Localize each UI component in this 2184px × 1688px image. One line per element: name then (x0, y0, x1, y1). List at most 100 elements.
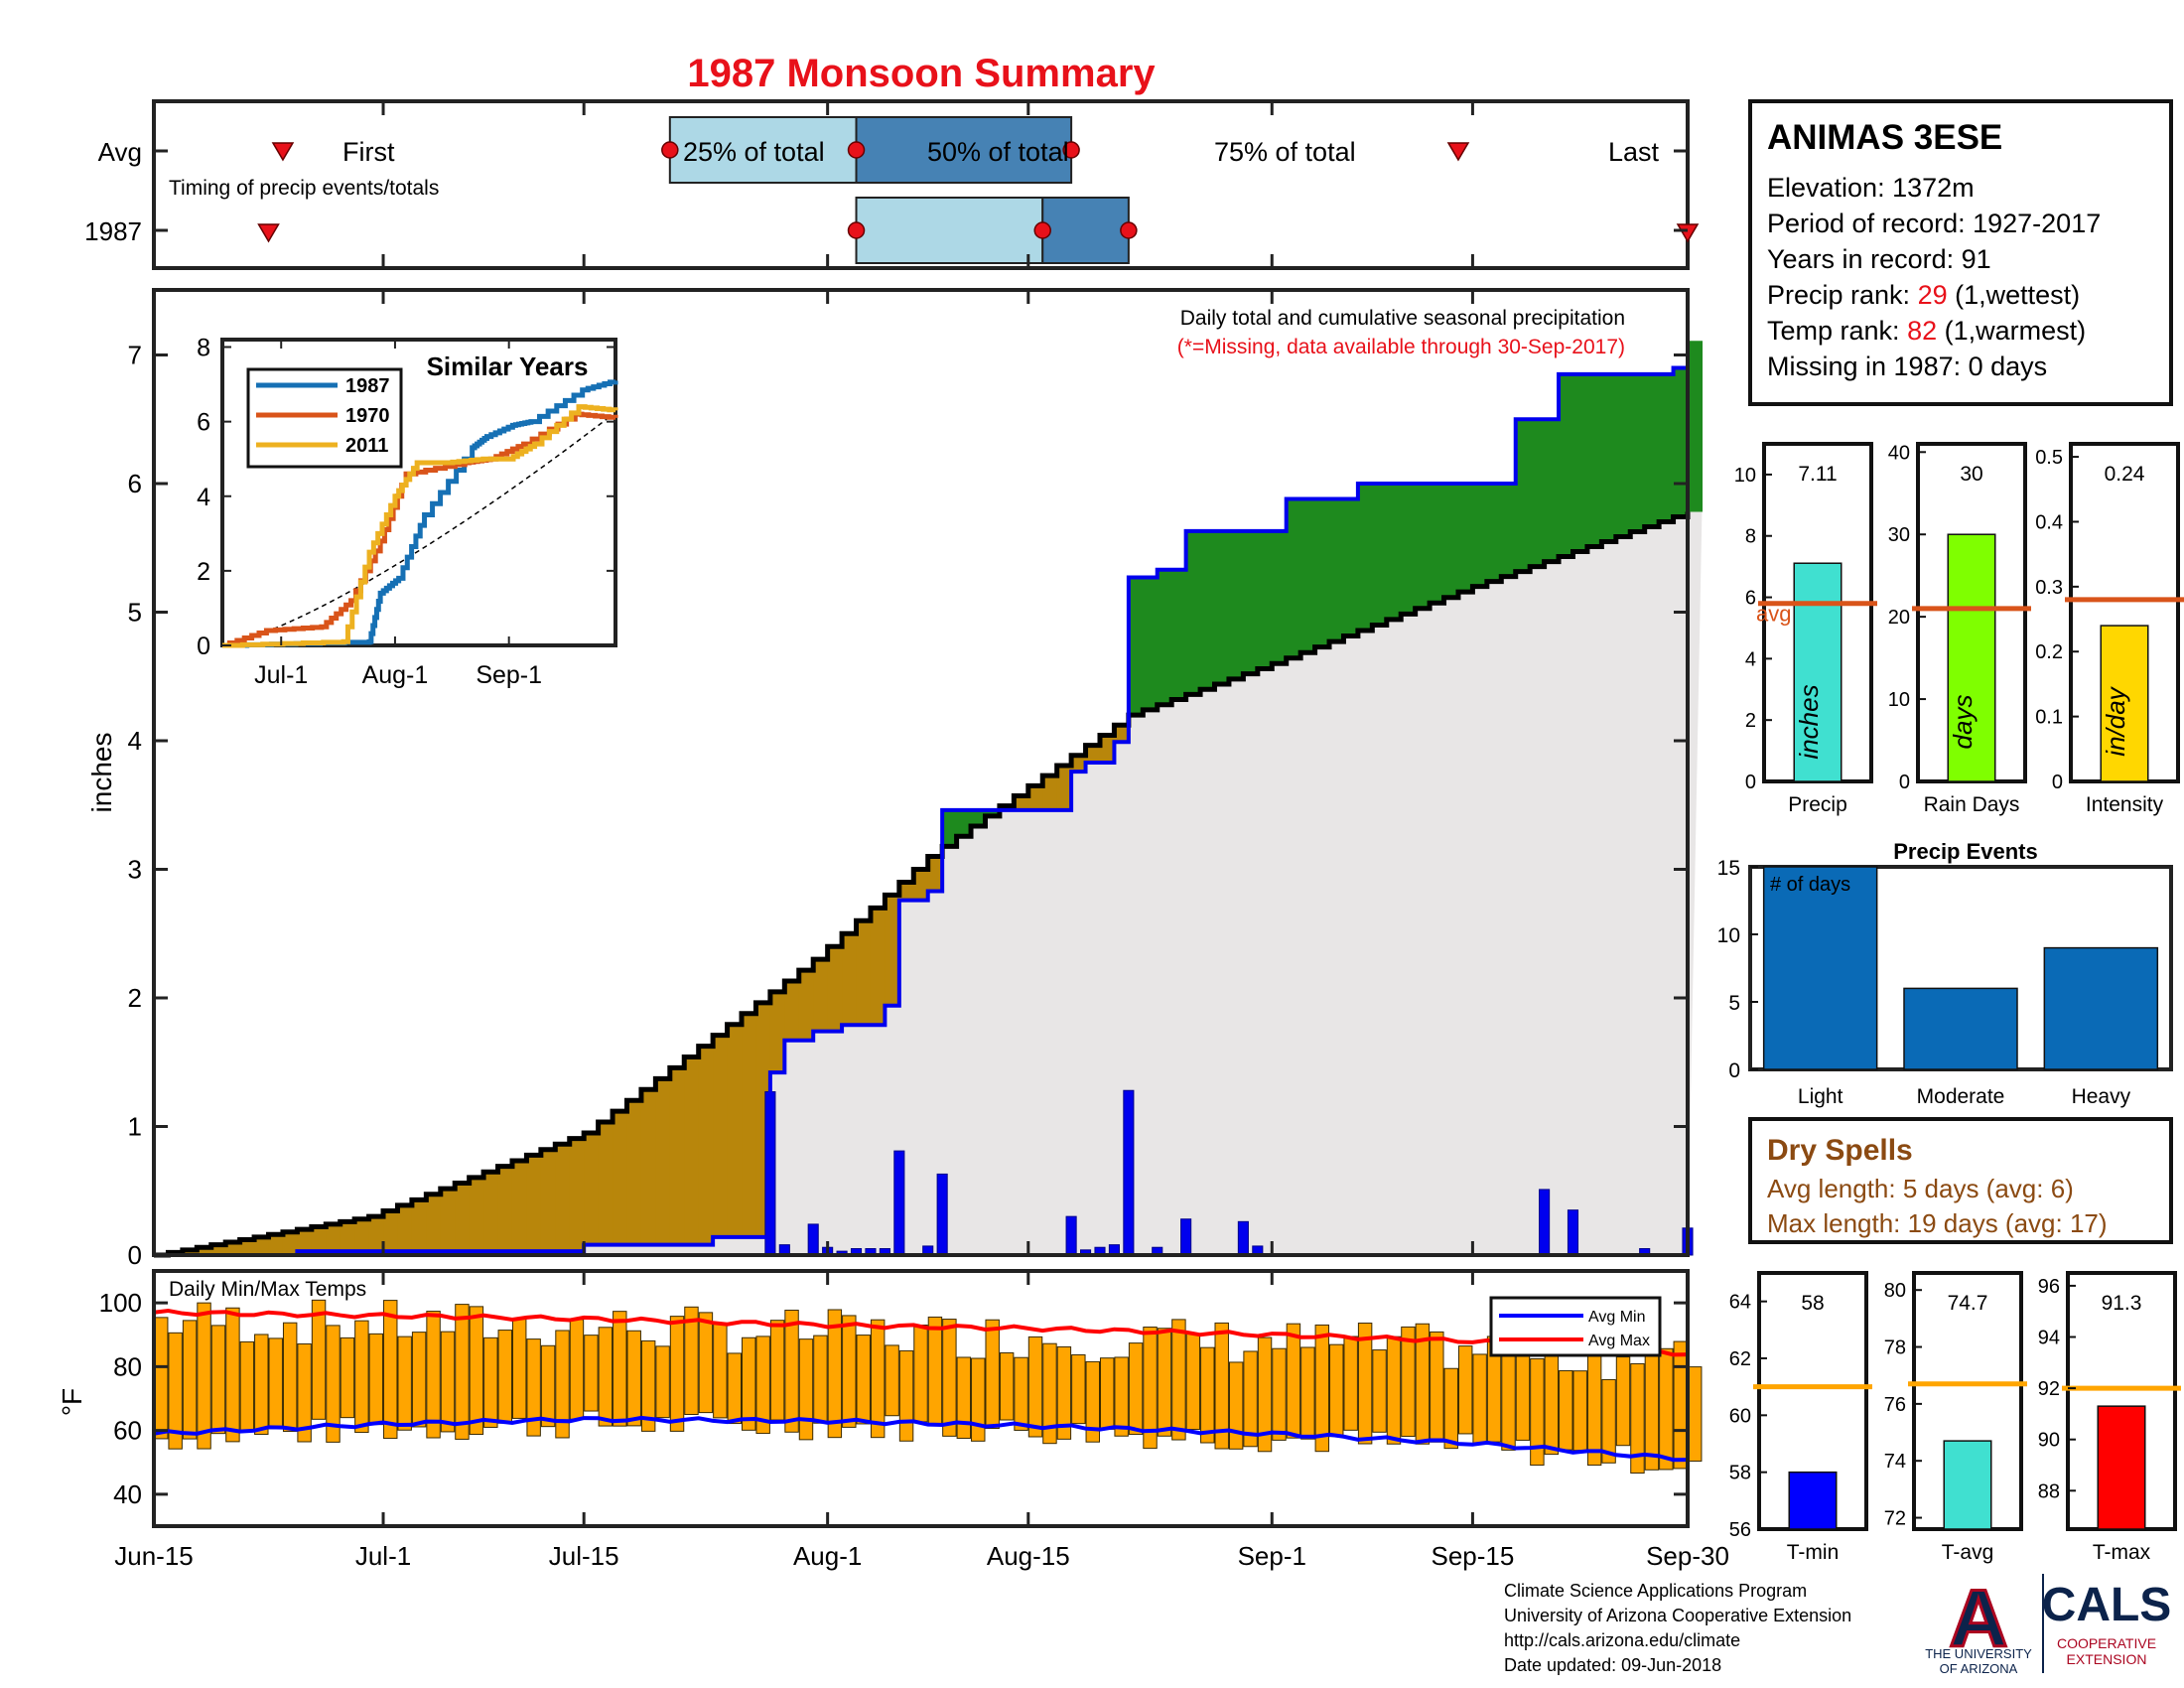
daily-temp-bars (154, 1299, 1703, 1475)
daily-temp-bar (613, 1311, 627, 1427)
precip-rank: Precip rank: 29 (1,wettest) (1767, 280, 2080, 310)
events-tick-label: 10 (1717, 924, 1740, 947)
ua-line-2: OF ARIZONA (1940, 1661, 2018, 1676)
summary-tick-label: 0.4 (2035, 511, 2063, 533)
daily-temp-bar (182, 1320, 198, 1440)
below-avg-area (555, 1144, 571, 1252)
inset-series-2011 (222, 404, 618, 648)
below-avg-area (727, 1024, 743, 1237)
precip-rank-suffix: (1,wettest) (1948, 280, 2081, 310)
above-avg-area (1314, 498, 1330, 647)
below-avg-area (669, 1067, 685, 1245)
summary-value: 0.24 (2105, 463, 2145, 486)
below-avg-area (340, 1221, 355, 1252)
above-avg-area (1530, 419, 1546, 567)
daily-temp-bar (1071, 1353, 1086, 1425)
above-avg-area (985, 809, 1001, 816)
below-avg-area (613, 1111, 628, 1245)
below-avg-area (326, 1223, 341, 1252)
daily-temp-bar (956, 1356, 972, 1439)
avg-first-marker (271, 142, 295, 162)
summary-tick-label: 0 (1745, 772, 1756, 793)
inset-y-tick-label: 4 (197, 484, 210, 511)
daily-temp-bar (1530, 1357, 1545, 1467)
daily-temp-bar (1114, 1356, 1129, 1437)
inset-legend-label: 2011 (345, 435, 388, 457)
x-tick-label: Jun-15 (114, 1541, 194, 1571)
below-avg-area (742, 1013, 757, 1237)
below-avg-area (1099, 735, 1116, 764)
above-avg-area (1243, 530, 1259, 674)
events-content: Light Moderate Heavy 0 5 10 15 (1717, 857, 2159, 1108)
first-label: First (342, 137, 395, 167)
above-avg-area (1214, 530, 1230, 685)
daily-temp-bar (1128, 1342, 1144, 1436)
daily-temp-bar (511, 1318, 527, 1419)
below-avg-area (856, 920, 872, 1026)
above-avg-area (1185, 530, 1201, 695)
below-avg-area (684, 1056, 700, 1245)
below-avg-area (898, 882, 914, 901)
below-avg-area (913, 869, 929, 901)
daily-precip-bar (936, 1173, 948, 1256)
above-avg-area (1343, 498, 1359, 636)
daily-temp-bar (1027, 1336, 1043, 1438)
below-cumulative-area (154, 511, 1703, 1255)
below-avg-area (784, 981, 800, 1041)
below-avg-area (354, 1218, 370, 1252)
below-avg-area (268, 1234, 284, 1255)
above-avg-area (1415, 484, 1431, 609)
summary-label: T-avg (1942, 1541, 1994, 1564)
above-avg-area (1401, 484, 1417, 615)
daily-temp-bar (1257, 1336, 1273, 1453)
year-cumulative-line (154, 341, 1690, 1257)
daily-temp-bar (1300, 1346, 1315, 1440)
inset-series-1987 (222, 379, 618, 648)
daily-temp-bar (168, 1332, 183, 1450)
x-tick-label: Aug-15 (987, 1541, 1070, 1571)
main-note-1: Daily total and cumulative seasonal prec… (1180, 307, 1625, 330)
below-avg-area (569, 1138, 585, 1252)
below-avg-area (440, 1189, 456, 1252)
below-avg-area (239, 1239, 255, 1255)
below-avg-area (584, 1132, 600, 1245)
daily-temp-bar (1157, 1328, 1172, 1437)
summary-bar (1947, 533, 1996, 782)
below-avg-area (598, 1122, 614, 1245)
daily-precip-bar (1180, 1218, 1192, 1256)
x-tick-label: Sep-1 (1238, 1541, 1306, 1571)
dry-spells-avg: Avg length: 5 days (avg: 6) (1767, 1174, 2074, 1203)
daily-temp-bar (1314, 1324, 1330, 1453)
main-y-label: inches (86, 733, 117, 813)
daily-temp-bar (154, 1317, 169, 1440)
summary-tick-label: 4 (1745, 648, 1756, 670)
daily-temp-bar (669, 1316, 685, 1432)
daily-temp-bar (584, 1335, 599, 1412)
daily-temp-bar (870, 1319, 886, 1439)
temps-y-tick-label: 40 (113, 1479, 142, 1509)
daily-temp-bar (1171, 1319, 1186, 1441)
x-axis-ticks: Jun-15 Jul-1 Jul-15 Aug-1 Aug-15 Sep-1 Sep-15 S… (114, 101, 1729, 1571)
above-avg-area (1430, 484, 1445, 604)
daily-temp-bar (913, 1324, 928, 1423)
daily-temp-bar (1443, 1367, 1458, 1450)
q25-label: 25% of total (683, 137, 825, 167)
daily-temp-bar (455, 1304, 470, 1440)
station-info-box: ANIMAS 3ESE Elevation: 1372m Period of r… (1748, 99, 2173, 406)
daily-temp-bar (411, 1332, 427, 1428)
precip-events-panel: Precip Events Light Moderate Heavy 0 5 10 15 #… (1717, 839, 2173, 1108)
daily-temp-bar (354, 1320, 369, 1434)
daily-temp-bar (540, 1344, 556, 1428)
summary-tick-label: 2 (1745, 710, 1756, 732)
daily-temp-bar (598, 1327, 614, 1427)
below-avg-area (1114, 725, 1130, 743)
daily-temp-bar (1200, 1346, 1215, 1444)
below-avg-area (1014, 795, 1029, 810)
daily-precip-bar (1237, 1220, 1249, 1256)
below-avg-area (426, 1194, 442, 1252)
temp-rank-prefix: Temp rank: (1767, 316, 1907, 346)
inset-legend-label: 1987 (345, 375, 390, 397)
above-avg-area (956, 809, 972, 837)
above-avg-area (1200, 530, 1216, 690)
